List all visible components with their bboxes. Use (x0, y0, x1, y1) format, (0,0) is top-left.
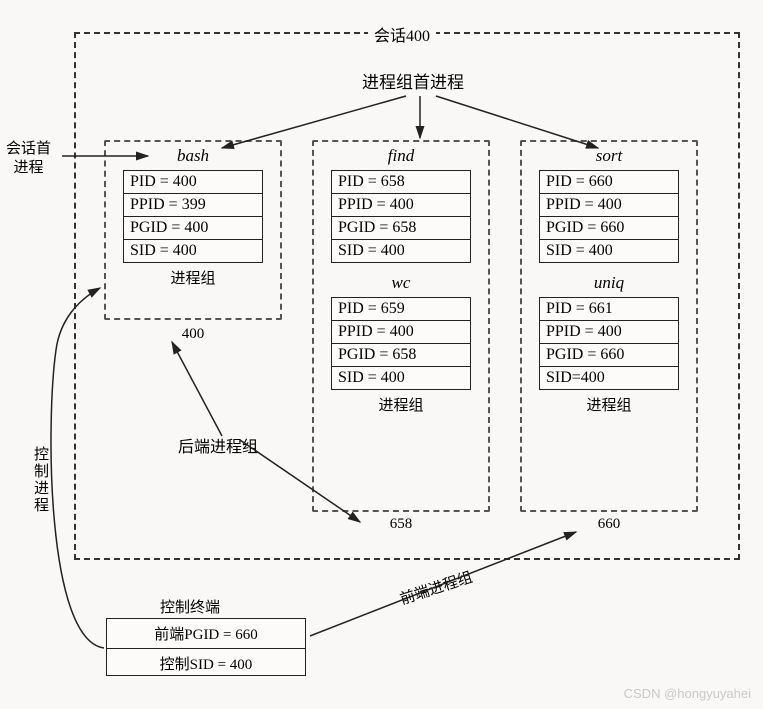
proc-title-bash: bash (106, 146, 280, 166)
cell: PID = 658 (332, 171, 471, 194)
cell: PID = 659 (332, 298, 471, 321)
terminal-row: 前端PGID = 660 (107, 619, 305, 649)
cell: PPID = 400 (332, 321, 471, 344)
proc-table-bash: PID = 400 PPID = 399 PGID = 400 SID = 40… (123, 170, 263, 263)
session-leader-label-2: 进程 (14, 160, 44, 176)
cell: SID = 400 (332, 240, 471, 263)
back-group-label: 后端进程组 (178, 438, 258, 458)
front-group-label: 前端进程组 (398, 569, 475, 610)
group-label: 进程组 (522, 394, 696, 415)
session-leader-label-1: 会话首 (6, 141, 51, 157)
cell: PGID = 400 (124, 217, 263, 240)
process-group-660: sort PID = 660 PPID = 400 PGID = 660 SID… (520, 140, 698, 512)
proc-title-sort: sort (522, 146, 696, 166)
cell: PID = 400 (124, 171, 263, 194)
cell: PPID = 399 (124, 194, 263, 217)
group-leader-label: 进程组首进程 (362, 72, 464, 93)
proc-table-uniq: PID = 661 PPID = 400 PGID = 660 SID=400 (539, 297, 679, 390)
group-num-658: 658 (312, 516, 490, 533)
proc-table-find: PID = 658 PPID = 400 PGID = 658 SID = 40… (331, 170, 471, 263)
cell: PPID = 400 (540, 321, 679, 344)
proc-title-uniq: uniq (522, 273, 696, 293)
control-process-label: 控制进程 (30, 446, 51, 514)
cell: PGID = 658 (332, 217, 471, 240)
proc-title-find: find (314, 146, 488, 166)
cell: PPID = 400 (332, 194, 471, 217)
cell: SID = 400 (332, 367, 471, 390)
cell: SID = 400 (540, 240, 679, 263)
cell: SID = 400 (124, 240, 263, 263)
proc-title-wc: wc (314, 273, 488, 293)
cell: PGID = 658 (332, 344, 471, 367)
group-label: 进程组 (106, 267, 280, 288)
terminal-box: 前端PGID = 660 控制SID = 400 (106, 618, 306, 676)
watermark: CSDN @hongyuyahei (624, 686, 751, 701)
group-label: 进程组 (314, 394, 488, 415)
session-title: 会话400 (368, 22, 436, 46)
proc-table-sort: PID = 660 PPID = 400 PGID = 660 SID = 40… (539, 170, 679, 263)
session-leader-label: 会话首 进程 (6, 140, 51, 178)
process-group-658: find PID = 658 PPID = 400 PGID = 658 SID… (312, 140, 490, 512)
cell: PID = 660 (540, 171, 679, 194)
terminal-title: 控制终端 (160, 596, 220, 617)
cell: SID=400 (540, 367, 679, 390)
cell: PPID = 400 (540, 194, 679, 217)
terminal-row: 控制SID = 400 (107, 649, 305, 678)
group-num-660: 660 (520, 516, 698, 533)
cell: PGID = 660 (540, 344, 679, 367)
process-group-400: bash PID = 400 PPID = 399 PGID = 400 SID… (104, 140, 282, 320)
cell: PGID = 660 (540, 217, 679, 240)
group-num-400: 400 (104, 326, 282, 343)
proc-table-wc: PID = 659 PPID = 400 PGID = 658 SID = 40… (331, 297, 471, 390)
cell: PID = 661 (540, 298, 679, 321)
